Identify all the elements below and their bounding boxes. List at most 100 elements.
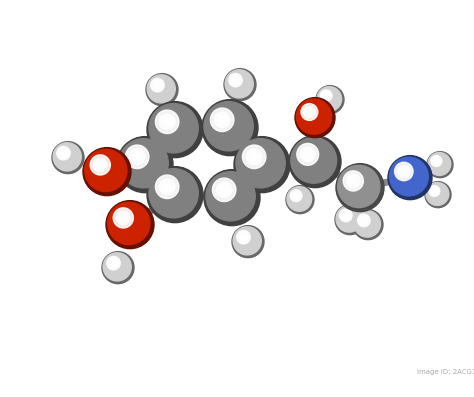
Circle shape bbox=[102, 252, 134, 283]
Circle shape bbox=[147, 102, 203, 158]
Circle shape bbox=[155, 110, 179, 133]
Circle shape bbox=[151, 79, 164, 92]
Circle shape bbox=[241, 235, 246, 239]
Circle shape bbox=[103, 253, 131, 281]
Circle shape bbox=[111, 261, 116, 266]
Circle shape bbox=[107, 256, 120, 270]
Circle shape bbox=[153, 81, 162, 90]
Circle shape bbox=[433, 157, 440, 165]
Circle shape bbox=[159, 114, 175, 130]
Circle shape bbox=[126, 145, 149, 169]
Circle shape bbox=[362, 218, 366, 223]
Circle shape bbox=[229, 73, 242, 87]
Circle shape bbox=[202, 100, 258, 156]
Circle shape bbox=[93, 158, 107, 172]
Circle shape bbox=[320, 90, 332, 102]
Circle shape bbox=[394, 162, 413, 181]
Circle shape bbox=[344, 213, 348, 218]
Circle shape bbox=[119, 139, 168, 188]
Circle shape bbox=[129, 149, 145, 165]
Circle shape bbox=[388, 156, 432, 200]
Circle shape bbox=[287, 187, 311, 211]
Circle shape bbox=[301, 147, 315, 162]
Circle shape bbox=[225, 70, 253, 98]
Circle shape bbox=[108, 202, 150, 245]
Text: alamy: alamy bbox=[19, 370, 85, 389]
Circle shape bbox=[52, 142, 84, 173]
Circle shape bbox=[57, 146, 70, 160]
Circle shape bbox=[236, 139, 285, 188]
Circle shape bbox=[163, 118, 172, 126]
Circle shape bbox=[295, 98, 335, 138]
Circle shape bbox=[427, 152, 453, 177]
Circle shape bbox=[210, 108, 234, 131]
Circle shape bbox=[204, 170, 260, 225]
Circle shape bbox=[233, 227, 261, 255]
Circle shape bbox=[342, 211, 350, 220]
Circle shape bbox=[61, 151, 66, 156]
Text: Image ID: 2ACG17E: Image ID: 2ACG17E bbox=[417, 370, 474, 376]
Circle shape bbox=[317, 87, 342, 111]
Circle shape bbox=[97, 161, 104, 168]
Circle shape bbox=[133, 152, 141, 161]
Circle shape bbox=[335, 204, 365, 235]
Circle shape bbox=[59, 149, 68, 158]
Circle shape bbox=[353, 210, 383, 240]
Circle shape bbox=[301, 104, 318, 120]
Circle shape bbox=[431, 187, 438, 195]
Circle shape bbox=[289, 136, 341, 188]
Circle shape bbox=[246, 149, 262, 165]
Circle shape bbox=[350, 177, 357, 185]
Circle shape bbox=[250, 152, 258, 161]
Circle shape bbox=[220, 186, 228, 194]
Circle shape bbox=[155, 83, 160, 88]
Circle shape bbox=[163, 183, 172, 191]
Circle shape bbox=[428, 152, 451, 175]
Circle shape bbox=[233, 78, 238, 83]
Circle shape bbox=[429, 185, 440, 197]
Circle shape bbox=[291, 137, 337, 183]
Circle shape bbox=[83, 148, 131, 196]
Circle shape bbox=[232, 225, 264, 258]
Circle shape bbox=[294, 194, 298, 198]
Circle shape bbox=[354, 211, 381, 237]
Circle shape bbox=[339, 209, 352, 222]
Circle shape bbox=[234, 137, 290, 193]
Circle shape bbox=[109, 259, 118, 268]
Circle shape bbox=[146, 73, 178, 106]
Circle shape bbox=[297, 143, 319, 165]
Circle shape bbox=[147, 167, 203, 223]
Circle shape bbox=[431, 156, 442, 166]
Circle shape bbox=[401, 168, 407, 175]
Circle shape bbox=[357, 214, 370, 227]
Circle shape bbox=[85, 149, 127, 192]
Circle shape bbox=[426, 183, 449, 205]
Circle shape bbox=[149, 169, 198, 218]
Circle shape bbox=[90, 155, 110, 175]
Circle shape bbox=[224, 69, 256, 101]
Circle shape bbox=[336, 206, 363, 232]
Circle shape bbox=[434, 159, 438, 163]
Circle shape bbox=[113, 208, 133, 228]
Circle shape bbox=[214, 112, 230, 128]
Circle shape bbox=[242, 145, 266, 169]
Circle shape bbox=[216, 182, 232, 198]
Circle shape bbox=[290, 190, 302, 202]
Circle shape bbox=[304, 106, 315, 118]
Circle shape bbox=[304, 150, 311, 158]
Circle shape bbox=[218, 116, 227, 124]
Circle shape bbox=[322, 92, 330, 100]
Circle shape bbox=[432, 189, 436, 193]
Circle shape bbox=[425, 182, 451, 208]
Circle shape bbox=[53, 143, 81, 171]
Circle shape bbox=[117, 211, 130, 225]
Circle shape bbox=[237, 230, 250, 244]
Circle shape bbox=[360, 216, 368, 225]
Circle shape bbox=[106, 200, 154, 249]
Circle shape bbox=[336, 164, 384, 212]
Circle shape bbox=[117, 137, 173, 193]
Circle shape bbox=[337, 165, 380, 208]
Circle shape bbox=[147, 75, 175, 103]
Circle shape bbox=[206, 172, 255, 221]
Circle shape bbox=[346, 174, 360, 188]
